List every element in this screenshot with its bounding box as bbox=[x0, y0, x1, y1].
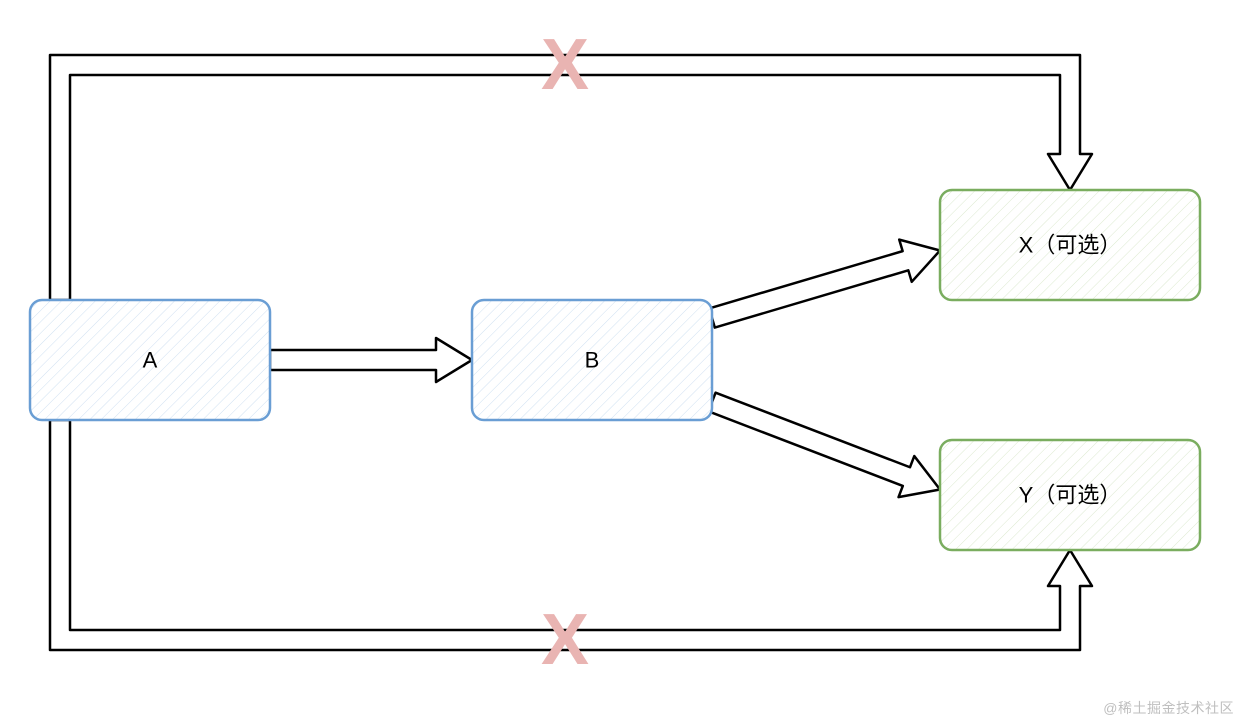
reject-mark-bottom: X bbox=[541, 600, 589, 680]
node-a-label: A bbox=[143, 348, 158, 373]
node-b-label: B bbox=[585, 348, 600, 373]
node-x-label: X（可选） bbox=[1019, 233, 1122, 258]
watermark-text: @稀土掘金技术社区 bbox=[1103, 698, 1234, 718]
diagram-canvas: A B X（可选） Y（可选） X X bbox=[0, 0, 1244, 724]
reject-mark-top: X bbox=[541, 25, 589, 105]
edge-b-to-y bbox=[704, 381, 948, 510]
node-y-label: Y（可选） bbox=[1019, 483, 1122, 508]
edge-a-to-b bbox=[270, 338, 472, 382]
edge-b-to-x bbox=[706, 229, 946, 339]
